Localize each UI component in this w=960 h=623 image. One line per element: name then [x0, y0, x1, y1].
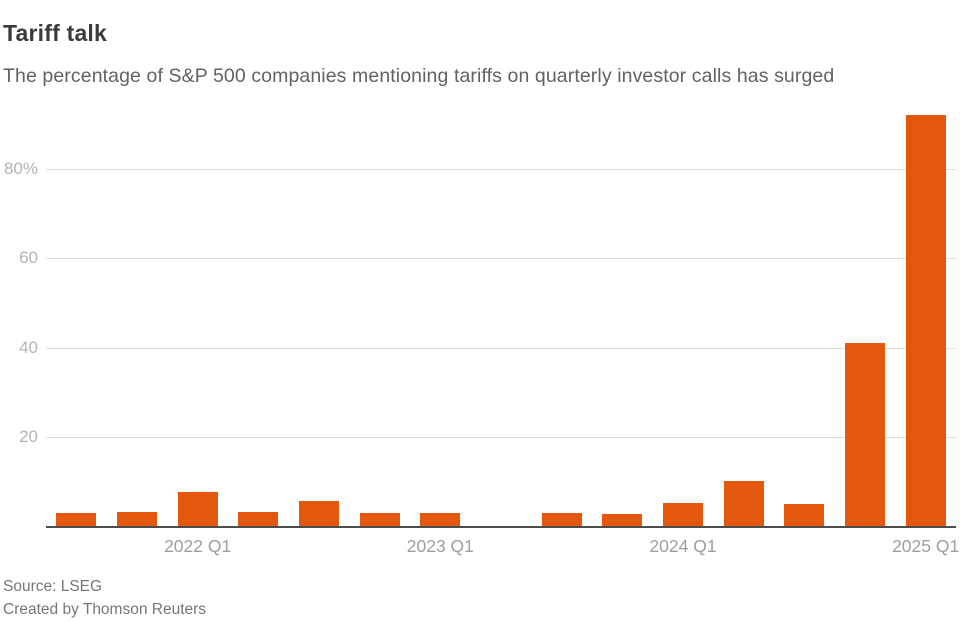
gridline-60	[46, 258, 956, 260]
gridline-40	[46, 347, 956, 349]
chart-footer: Source: LSEG Created by Thomson Reuters	[3, 575, 206, 621]
x-axis-line	[46, 526, 956, 528]
bar-2025-q1	[905, 115, 946, 526]
bar-chart: 20 40 60 80% 2022 Q1 2023 Q1 2024 Q1 2025 Q1	[3, 115, 960, 556]
x-tick-label-2022-q1: 2022 Q1	[164, 536, 232, 556]
chart-title: Tariff talk	[3, 20, 108, 47]
bar-2021-q3	[56, 513, 97, 526]
bar-2024-q3	[784, 503, 825, 526]
x-tick-label-2025-q1: 2025 Q1	[892, 536, 960, 556]
bar-2024-q2	[723, 480, 764, 526]
bar-2022-q1	[177, 492, 218, 526]
x-tick-label-2023-q1: 2023 Q1	[406, 536, 474, 556]
bar-2023-q1	[420, 512, 461, 526]
credit-note: Created by Thomson Reuters	[3, 601, 207, 618]
y-tick-label-40: 40	[19, 337, 38, 357]
bar-2022-q2	[238, 512, 279, 526]
gridline-80	[46, 169, 956, 170]
gridline-20	[46, 436, 956, 438]
bar-2024-q4	[845, 343, 885, 526]
x-tick-label-2024-q1: 2024 Q1	[649, 536, 717, 556]
y-tick-label-60: 60	[19, 248, 38, 268]
chart-subtitle: The percentage of S&P 500 companies ment…	[3, 64, 835, 87]
bar-2021-q4	[117, 512, 157, 526]
bar-2022-q4	[359, 512, 400, 526]
source-note: Source: LSEG	[3, 578, 103, 595]
bar-2023-q4	[602, 513, 643, 526]
bar-2022-q3	[299, 501, 339, 526]
bar-2024-q1	[663, 502, 703, 526]
y-tick-label-80: 80%	[3, 159, 38, 178]
bar-2023-q3	[541, 513, 582, 526]
y-tick-label-20: 20	[19, 426, 38, 446]
